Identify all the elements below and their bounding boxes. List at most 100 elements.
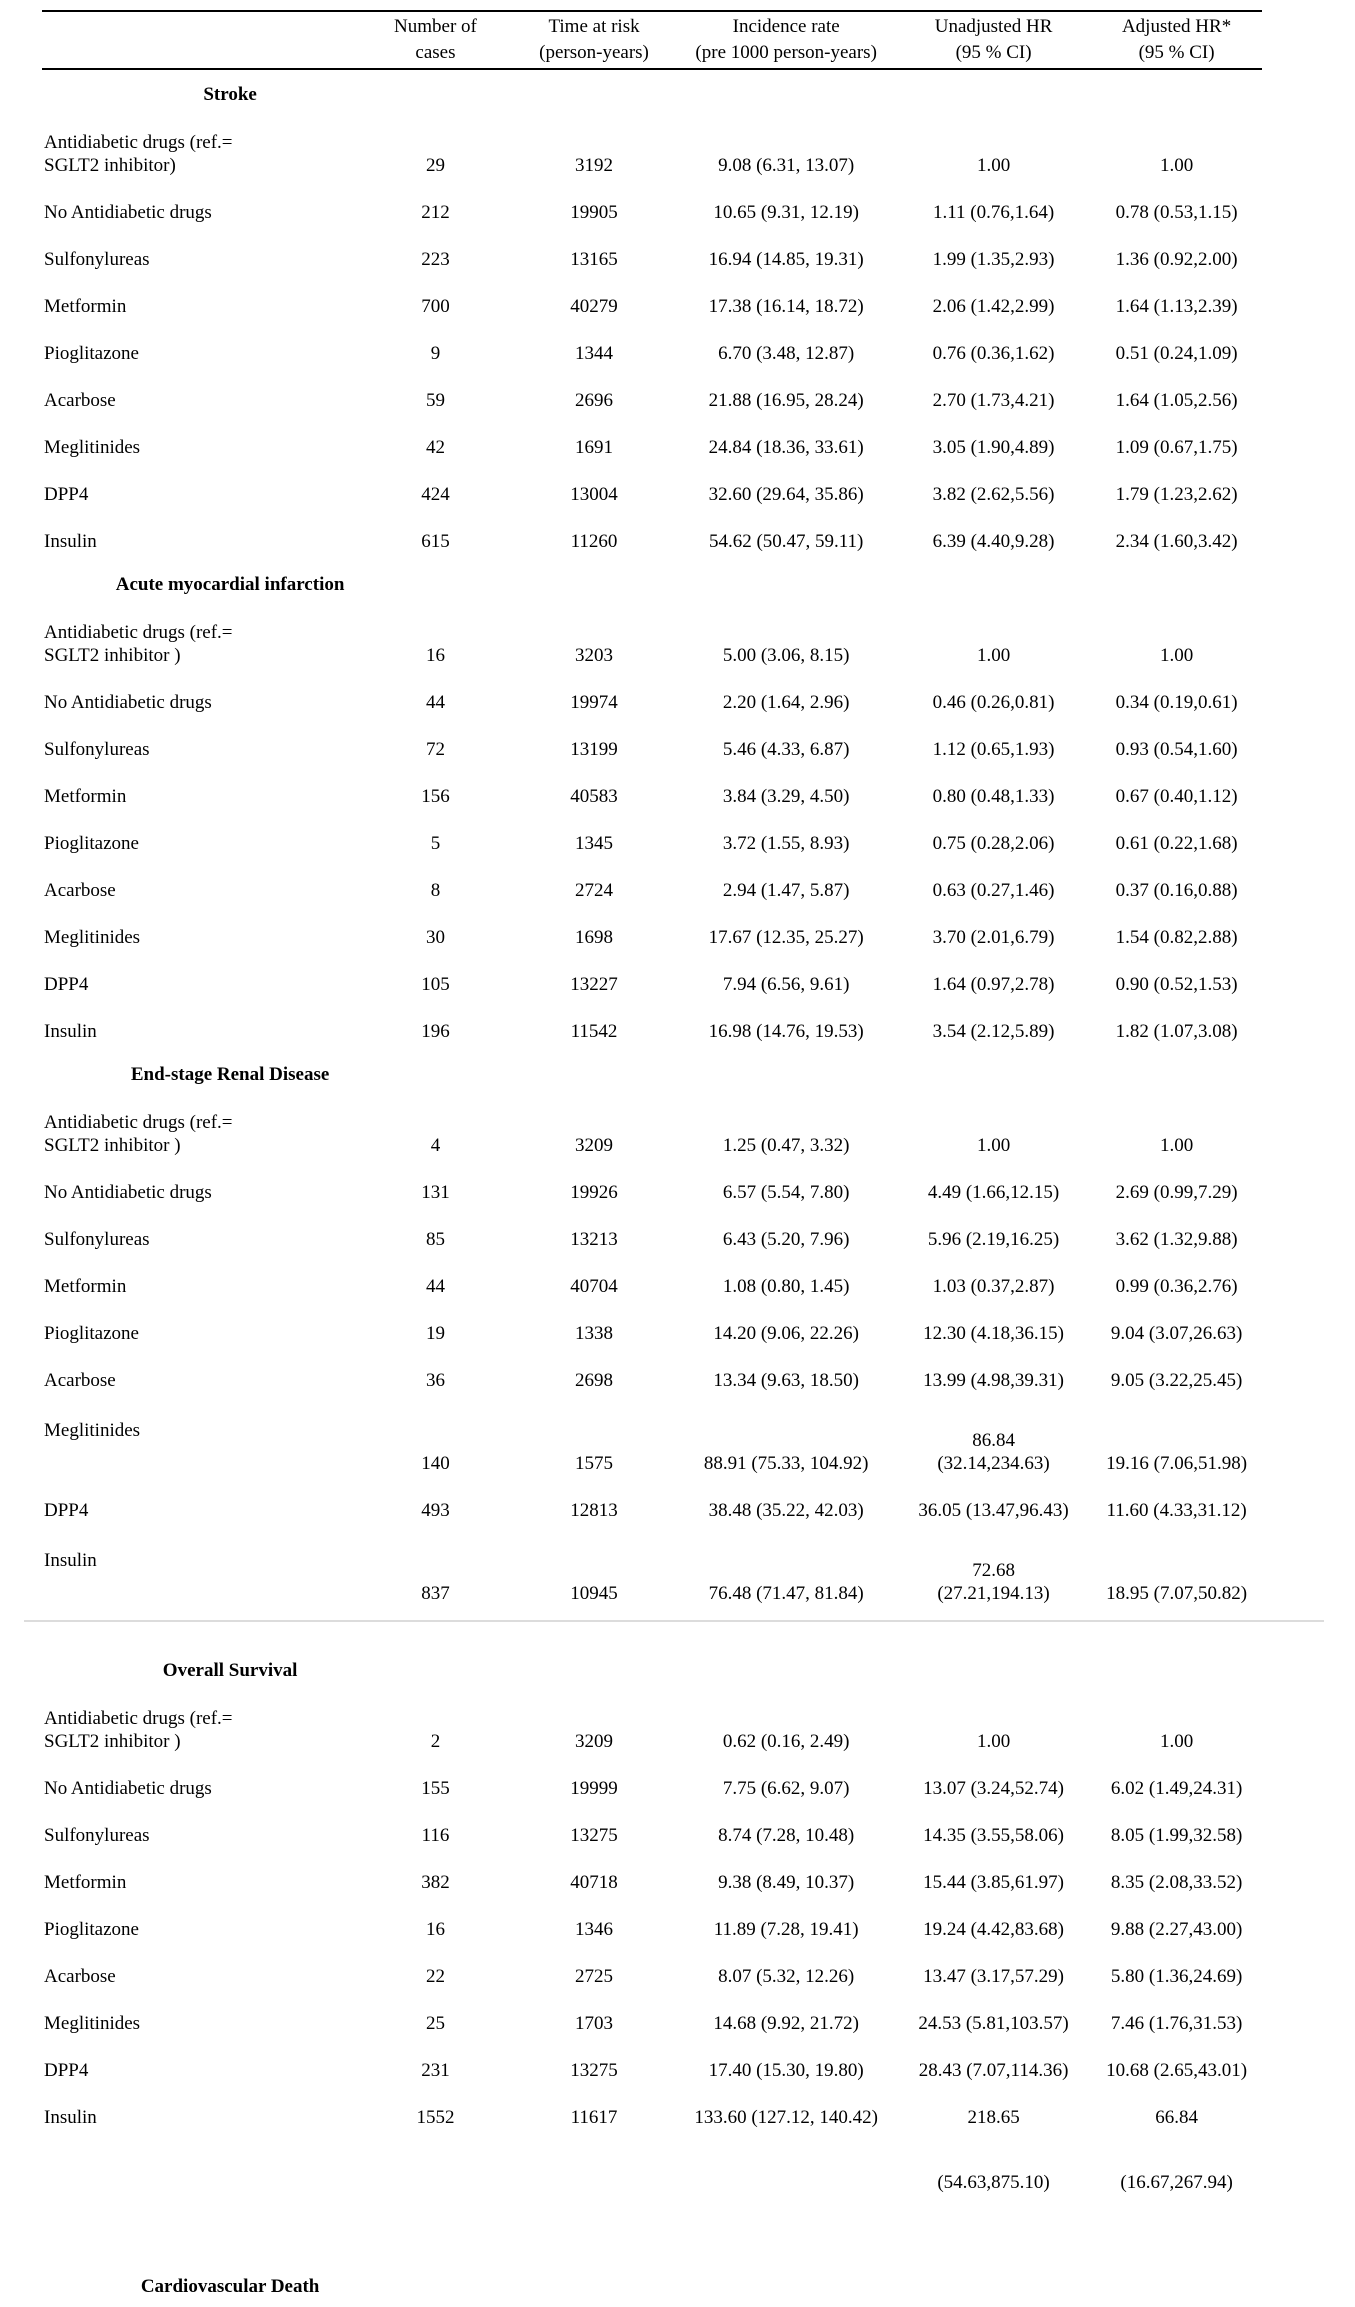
incidence-cell: 6.57 (5.54, 7.80) <box>722 1182 850 1204</box>
time-cell: 40704 <box>570 1276 618 1298</box>
unadjusted-cell: 6.39 (4.40,9.28) <box>932 531 1055 553</box>
time-cell: 3209 <box>512 2303 677 2307</box>
adjusted-cell: 1.00 <box>1159 155 1194 177</box>
time-cell: 13227 <box>570 974 618 996</box>
col-header-label <box>42 11 359 69</box>
row-label: Antidiabetic drugs (ref.= SGLT2 inhibito… <box>44 131 233 177</box>
incidence-cell: 17.67 (12.35, 25.27) <box>708 927 864 949</box>
hazard-ratio-table-part1: Number of cases Time at risk (person-yea… <box>42 10 1262 1612</box>
incidence-cell: 1.25 (0.47, 3.32) <box>722 1135 850 1157</box>
empty-cell <box>512 69 677 111</box>
time-cell: 11617 <box>570 2107 618 2129</box>
unadjusted-cell: 1.00 <box>976 645 1011 667</box>
unadjusted-cell: 19.24 (4.42,83.68) <box>923 1919 1065 1941</box>
cases-cell: 156 <box>421 786 450 808</box>
time-cell: 19926 <box>570 1182 618 1204</box>
time-cell: 1344 <box>575 343 614 365</box>
time-cell: 19974 <box>570 692 618 714</box>
unadjusted-cell: 218.65 <box>967 2107 1020 2129</box>
incidence-cell: 14.20 (9.06, 22.26) <box>713 1323 859 1345</box>
adjusted-cell: 9.05 (3.22,25.45) <box>1110 1370 1243 1392</box>
incidence-cell: 54.62 (50.47, 59.11) <box>708 531 864 553</box>
empty-cell <box>512 560 677 601</box>
unadjusted-cell: 5.96 (2.19,16.25) <box>927 1229 1060 1251</box>
col-header-unadjusted-hr: Unadjusted HR (95 % CI) <box>934 16 1053 63</box>
unadjusted-ci-cell: (54.63,875.10) <box>937 2172 1050 2194</box>
cases-cell: 382 <box>421 1872 450 1894</box>
adjusted-cell: 1.64 (1.05,2.56) <box>1115 390 1238 412</box>
incidence-cell: 3.72 (1.55, 8.93) <box>722 833 850 855</box>
time-cell: 3209 <box>575 1731 614 1753</box>
adjusted-cell: 0.93 (0.54,1.60) <box>1115 739 1238 761</box>
empty-cell <box>512 1646 677 1687</box>
adjusted-cell: 1.79 (1.23,2.62) <box>1115 484 1238 506</box>
table-row: Pioglitazone 16 1346 11.89 (7.28, 19.41) 19.… <box>42 1901 1262 1948</box>
row-label: Metformin <box>44 1872 127 1894</box>
hazard-ratio-table-part2: Overall Survival Antidiabetic drugs (ref.… <box>42 1646 1262 2307</box>
incidence-cell: 7.94 (6.56, 9.61) <box>722 974 850 996</box>
cases-cell: 44 <box>425 692 445 714</box>
adjusted-cell: 1.00 <box>1159 645 1194 667</box>
unadjusted-cell: 1.00 <box>976 1731 1011 1753</box>
row-label: No Antidiabetic drugs <box>44 692 212 714</box>
time-cell: 13213 <box>570 1229 618 1251</box>
row-label: Insulin <box>44 531 97 553</box>
unadjusted-cell: 1.12 (0.65,1.93) <box>932 739 1055 761</box>
empty-cell <box>1091 69 1262 111</box>
table-row: Sulfonylureas 116 13275 8.74 (7.28, 10.48) 1… <box>42 1807 1262 1854</box>
row-label: Pioglitazone <box>44 1323 139 1345</box>
empty-cell <box>42 2136 359 2201</box>
time-cell: 1346 <box>575 1919 614 1941</box>
adjusted-cell: 0.99 (0.36,2.76) <box>1115 1276 1238 1298</box>
col-header-cases: Number of cases <box>394 16 477 63</box>
time-cell: 40279 <box>570 296 618 318</box>
incidence-cell: 14.68 (9.92, 21.72) <box>713 2013 859 2035</box>
cases-cell: 16 <box>425 645 445 667</box>
time-cell: 2696 <box>575 390 614 412</box>
cases-cell: 4 <box>430 1135 441 1157</box>
time-cell: 2724 <box>575 880 614 902</box>
empty-cell <box>512 2201 677 2303</box>
table-row: DPP4 231 13275 17.40 (15.30, 19.80) 28.43 (7… <box>42 2042 1262 2089</box>
table-row: Metformin 700 40279 17.38 (16.14, 18.72) 2.0… <box>42 278 1262 325</box>
table-row: Insulin 837 10945 76.48 (71.47, 81.84) 72.68… <box>42 1529 1262 1612</box>
incidence-cell: 9.08 (6.31, 13.07) <box>718 155 855 177</box>
table-row: Acarbose 8 2724 2.94 (1.47, 5.87) 0.63 (0.27… <box>42 862 1262 909</box>
row-label: Insulin <box>44 1021 97 1043</box>
unadjusted-cell: 86.84 (32.14,234.63) <box>937 1429 1050 1475</box>
empty-cell <box>512 1050 677 1091</box>
cases-cell: 59 <box>425 390 445 412</box>
cases-cell: 231 <box>421 2060 450 2082</box>
section-title: Acute myocardial infarction <box>115 574 345 596</box>
time-cell: 40718 <box>570 1872 618 1894</box>
incidence-cell: 11.89 (7.28, 19.41) <box>713 1919 859 1941</box>
incidence-cell: 88.91 (75.33, 104.92) <box>703 1453 869 1475</box>
time-cell: 1691 <box>575 437 614 459</box>
incidence-cell: 16.94 (14.85, 19.31) <box>708 249 864 271</box>
empty-cell <box>1091 2201 1262 2303</box>
section-row: End-stage Renal Disease <box>42 1050 1262 1091</box>
unadjusted-cell: 3.82 (2.62,5.56) <box>932 484 1055 506</box>
unadjusted-cell: 0.46 (0.26,0.81) <box>932 692 1055 714</box>
section-row: Acute myocardial infarction <box>42 560 1262 601</box>
adjusted-cell: 0.67 (0.40,1.12) <box>1115 786 1238 808</box>
unadjusted-cell: 13.99 (4.98,39.31) <box>923 1370 1065 1392</box>
table-row: Metformin 156 40583 3.84 (3.29, 4.50) 0.80 (… <box>42 768 1262 815</box>
row-label: DPP4 <box>44 484 89 506</box>
section-row: Cardiovascular Death <box>42 2201 1262 2303</box>
empty-cell <box>1091 560 1262 601</box>
table-row: Meglitinides 30 1698 17.67 (12.35, 25.27) 3.… <box>42 909 1262 956</box>
cases-cell: 30 <box>425 927 445 949</box>
table-row: Antidiabetic drugs (ref.= SGLT2 inhibito… <box>42 111 1262 184</box>
unadjusted-cell: 0.80 (0.48,1.33) <box>932 786 1055 808</box>
unadjusted-cell: 14.35 (3.55,58.06) <box>923 1825 1065 1847</box>
adjusted-cell: 9.04 (3.07,26.63) <box>1110 1323 1243 1345</box>
time-cell: 3192 <box>575 155 614 177</box>
table-row: DPP4 424 13004 32.60 (29.64, 35.86) 3.82 (2.… <box>42 466 1262 513</box>
unadjusted-cell: 0.63 (0.27,1.46) <box>932 880 1055 902</box>
adjusted-cell: 10.68 (2.65,43.01) <box>1106 2060 1248 2082</box>
cases-cell: 22 <box>425 1966 445 1988</box>
incidence-cell: 24.84 (18.36, 33.61) <box>708 437 864 459</box>
